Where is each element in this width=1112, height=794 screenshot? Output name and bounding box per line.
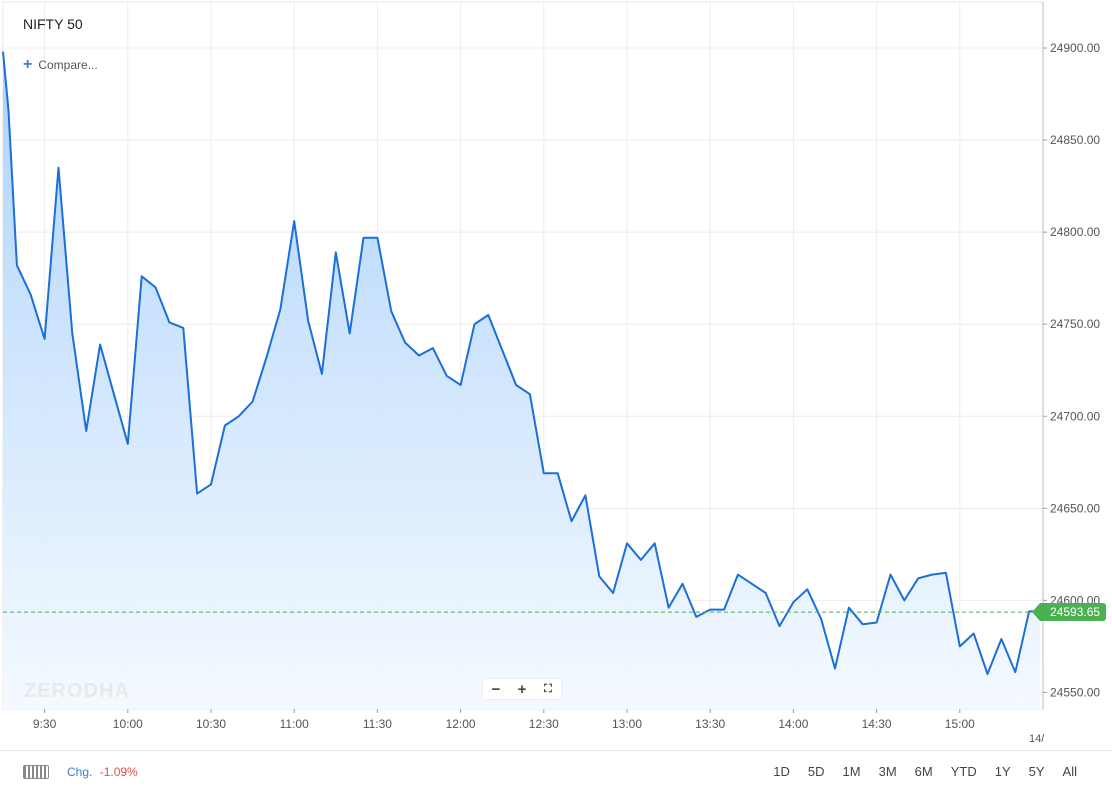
plus-icon: + — [23, 56, 33, 73]
range-selector: 1D 5D 1M 3M 6M YTD 1Y 5Y All — [764, 764, 1086, 779]
zoom-in-icon[interactable]: + — [517, 680, 527, 698]
price-area-fill — [3, 51, 1041, 709]
change-value: -1.09% — [99, 765, 138, 779]
range-all[interactable]: All — [1062, 764, 1077, 779]
x-tick-label: 10:30 — [196, 717, 226, 731]
compare-label: Compare... — [38, 58, 98, 72]
x-tick-label: 12:30 — [529, 717, 559, 731]
x-tick-label: 11:00 — [280, 717, 309, 731]
compare-button[interactable]: + Compare... — [23, 56, 98, 73]
y-tick-label: 24900.00 — [1050, 41, 1100, 55]
last-price-tag: 24593.65 — [1031, 603, 1107, 622]
zoom-controls: − + ⛶ — [482, 678, 562, 700]
x-edge-label: 14/ — [1029, 733, 1045, 745]
y-tick-label: 24650.00 — [1050, 501, 1100, 515]
zerodha-watermark: ZERODHA — [24, 680, 130, 702]
range-3m[interactable]: 3M — [878, 764, 897, 779]
range-6m[interactable]: 6M — [914, 764, 933, 779]
x-tick-label: 14:30 — [862, 717, 892, 731]
zoom-out-icon[interactable]: − — [491, 680, 501, 698]
range-1m[interactable]: 1M — [842, 764, 861, 779]
x-tick-label: 11:30 — [363, 717, 392, 731]
change-label: Chg. — [67, 765, 93, 779]
price-chart[interactable]: 24900.00 24850.00 24800.00 24750.00 24700.00… — [0, 0, 1112, 750]
y-tick-label: 24700.00 — [1050, 409, 1100, 423]
keyboard-icon[interactable] — [23, 765, 49, 779]
x-tick-label: 13:30 — [695, 717, 725, 731]
range-5d[interactable]: 5D — [807, 764, 825, 779]
y-tick-label: 24750.00 — [1050, 317, 1100, 331]
range-1y[interactable]: 1Y — [994, 764, 1011, 779]
chart-footer: Chg. -1.09% 1D 5D 1M 3M 6M YTD 1Y 5Y All — [0, 750, 1112, 794]
y-tick-label: 24850.00 — [1050, 133, 1100, 147]
x-tick-label: 12:00 — [446, 717, 476, 731]
y-tick-label: 24550.00 — [1050, 685, 1100, 699]
price-line — [2, 51, 1041, 675]
range-1d[interactable]: 1D — [773, 764, 790, 779]
y-tick-label: 24800.00 — [1050, 225, 1100, 239]
x-tick-label: 13:00 — [612, 717, 642, 731]
chart-title: NIFTY 50 — [23, 16, 83, 32]
x-tick-label: 10:00 — [113, 717, 143, 731]
change-display: Chg. -1.09% — [67, 765, 138, 779]
fullscreen-icon[interactable]: ⛶ — [544, 682, 552, 695]
x-tick-label: 14:00 — [778, 717, 808, 731]
range-5y[interactable]: 5Y — [1028, 764, 1045, 779]
x-tick-label: 9:30 — [33, 717, 57, 731]
x-tick-label: 15:00 — [945, 717, 975, 731]
range-ytd[interactable]: YTD — [950, 764, 977, 779]
